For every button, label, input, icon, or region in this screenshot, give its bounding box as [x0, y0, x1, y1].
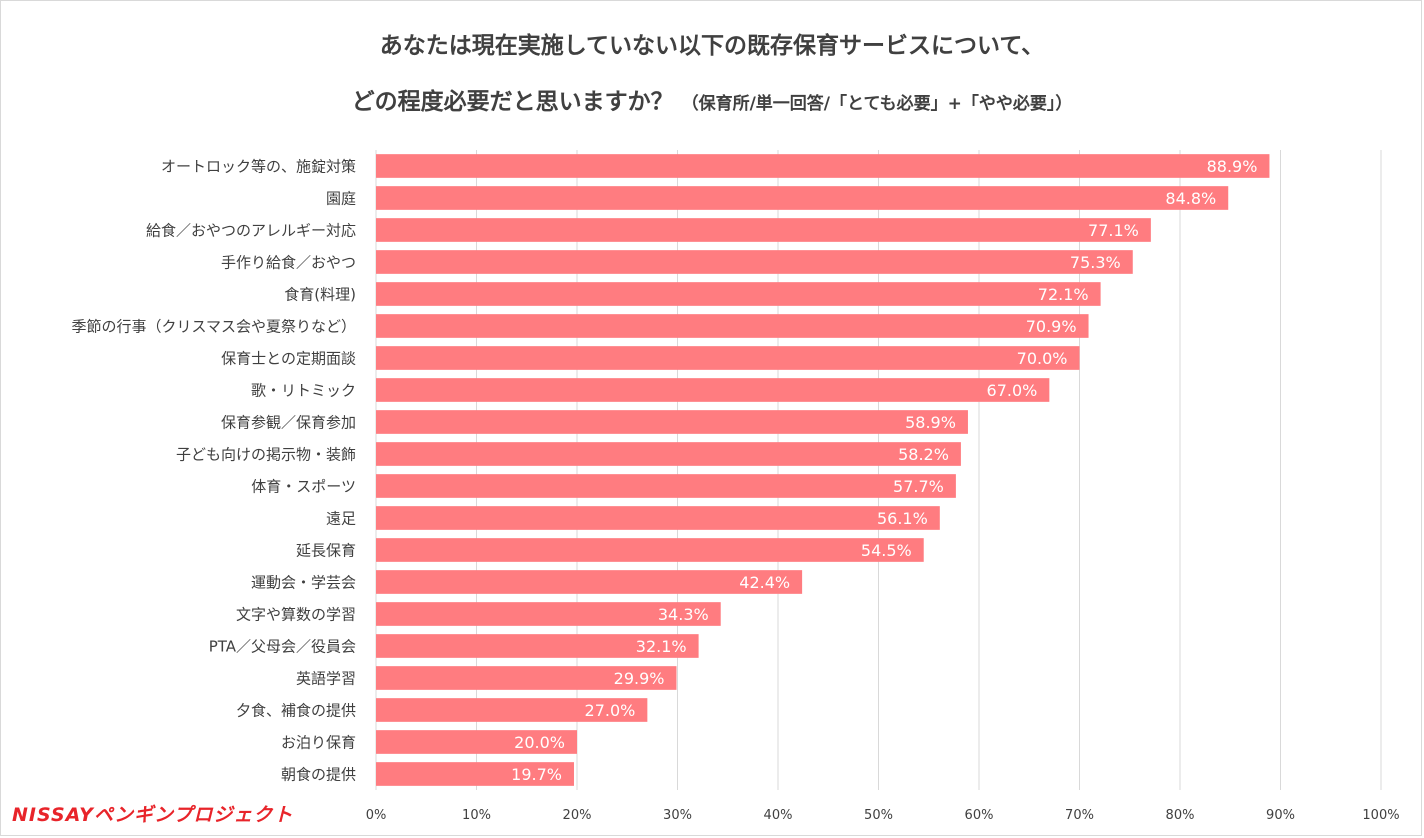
bar-value-label: 67.0%	[987, 381, 1038, 400]
bar-value-label: 56.1%	[877, 509, 928, 528]
bar	[376, 154, 1270, 178]
bar	[376, 218, 1151, 242]
bar-value-label: 57.7%	[893, 477, 944, 496]
nissay-logo: NISSAYペンギンプロジェクト	[12, 804, 294, 826]
category-label: 給食／おやつのアレルギー対応	[146, 222, 356, 240]
category-label: オートロック等の、施錠対策	[161, 158, 356, 176]
bar	[376, 314, 1089, 338]
x-tick-label: 60%	[965, 808, 994, 823]
bar-value-label: 29.9%	[614, 669, 665, 688]
category-label: 保育参観／保育参加	[221, 414, 356, 432]
category-label: 園庭	[326, 190, 356, 208]
chart-title-line2-row: どの程度必要だと思いますか？ （保育所/単一回答/「とても必要」+「やや必要」）	[0, 82, 1424, 116]
bar	[376, 730, 577, 754]
chart-title-line2: どの程度必要だと思いますか？	[351, 89, 674, 115]
category-label: 歌・リトミック	[251, 382, 356, 400]
bar-value-label: 34.3%	[658, 605, 709, 624]
x-tick-label: 40%	[764, 808, 793, 823]
bar	[376, 442, 961, 466]
bar	[376, 282, 1101, 306]
bar-value-label: 77.1%	[1088, 221, 1139, 240]
bar-value-label: 58.9%	[905, 413, 956, 432]
category-label: 子ども向けの掲示物・装飾	[176, 446, 356, 464]
category-label: お泊り保育	[281, 734, 356, 752]
category-label: 食育(料理)	[284, 286, 356, 304]
bar-value-label: 88.9%	[1207, 157, 1258, 176]
bar-value-label: 32.1%	[636, 637, 687, 656]
category-label: 朝食の提供	[281, 766, 356, 784]
bar-value-label: 19.7%	[511, 765, 562, 784]
category-label: 運動会・学芸会	[251, 574, 356, 592]
x-tick-label: 20%	[563, 808, 592, 823]
category-label: 遠足	[326, 510, 356, 528]
bar	[376, 634, 699, 658]
bar-value-label: 54.5%	[861, 541, 912, 560]
category-label: PTA／父母会／役員会	[209, 638, 356, 656]
x-tick-label: 80%	[1166, 808, 1195, 823]
chart-title-line1: あなたは現在実施していない以下の既存保育サービスについて、	[379, 33, 1045, 59]
chart-subtitle: （保育所/単一回答/「とても必要」+「やや必要」）	[681, 94, 1073, 114]
bar	[376, 762, 574, 786]
bar	[376, 666, 677, 690]
category-label: 文字や算数の学習	[236, 606, 356, 624]
category-label: 英語学習	[296, 670, 356, 688]
bar	[376, 186, 1229, 210]
x-tick-label: 100%	[1362, 808, 1399, 823]
x-tick-label: 0%	[366, 808, 387, 823]
category-label: 保育士との定期面談	[221, 350, 356, 368]
category-label: 季節の行事（クリスマス会や夏祭りなど）	[71, 318, 356, 336]
x-tick-label: 70%	[1065, 808, 1094, 823]
bar	[376, 538, 924, 562]
bar	[376, 570, 803, 594]
x-tick-label: 10%	[462, 808, 491, 823]
bar	[376, 698, 648, 722]
bar	[376, 410, 968, 434]
bar	[376, 346, 1080, 370]
bar	[376, 250, 1133, 274]
bar-value-label: 42.4%	[739, 573, 790, 592]
x-tick-label: 90%	[1266, 808, 1295, 823]
bar-value-label: 72.1%	[1038, 285, 1089, 304]
bar	[376, 378, 1050, 402]
category-label: 手作り給食／おやつ	[221, 254, 356, 272]
bar	[376, 474, 956, 498]
bar	[376, 602, 721, 626]
bar-value-label: 20.0%	[514, 733, 565, 752]
bar-value-label: 70.9%	[1026, 317, 1077, 336]
bar-value-label: 84.8%	[1165, 189, 1216, 208]
bar-value-label: 58.2%	[898, 445, 949, 464]
bar-value-label: 70.0%	[1017, 349, 1068, 368]
x-tick-label: 50%	[864, 808, 893, 823]
category-label: 体育・スポーツ	[251, 478, 356, 496]
x-tick-label: 30%	[663, 808, 692, 823]
category-label: 夕食、補食の提供	[236, 702, 356, 720]
chart-title: あなたは現在実施していない以下の既存保育サービスについて、	[0, 26, 1424, 60]
category-label: 延長保育	[296, 542, 356, 560]
bar-value-label: 75.3%	[1070, 253, 1121, 272]
bar	[376, 506, 940, 530]
bar-value-label: 27.0%	[585, 701, 636, 720]
